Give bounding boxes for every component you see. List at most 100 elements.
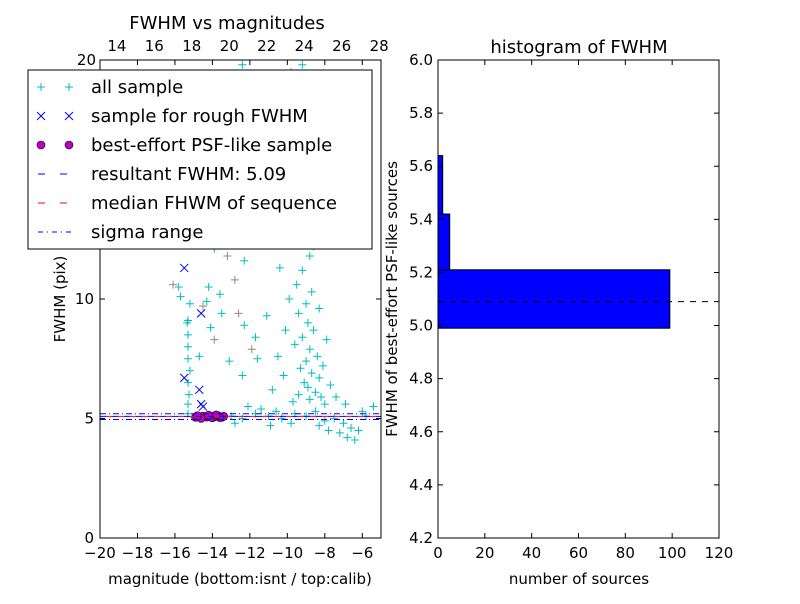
all-sample-point (347, 424, 356, 433)
all-sample-point (302, 357, 311, 366)
all-sample-point (318, 361, 327, 370)
all-sample-point (287, 419, 296, 428)
all-sample-point (215, 290, 224, 299)
top-xtick-label: 22 (257, 37, 276, 55)
all-sample-point (253, 354, 262, 363)
all-sample-point (350, 436, 359, 445)
left-xtick-label: −14 (197, 544, 229, 562)
all-sample-point (332, 392, 341, 401)
top-xtick-label: 26 (332, 37, 351, 55)
gray-sample-point (230, 275, 239, 284)
top-xtick-label: 24 (295, 37, 314, 55)
all-sample-point (288, 397, 297, 406)
rough-sample-point (179, 373, 189, 383)
all-sample-point (311, 388, 320, 397)
all-sample-point (313, 352, 322, 361)
all-sample-point (238, 371, 247, 380)
all-sample-point (230, 419, 239, 428)
gray-sample-point (234, 309, 243, 318)
all-sample-point (275, 263, 284, 272)
rough-sample-point (196, 308, 206, 318)
all-sample-point (302, 299, 311, 308)
right-title: histogram of FWHM (490, 37, 667, 58)
left-ylabel: FWHM (pix) (51, 256, 69, 343)
all-sample-point (285, 295, 294, 303)
right-ytick-label: 6.0 (409, 51, 433, 69)
all-sample-point (292, 280, 301, 289)
all-sample-point (343, 433, 352, 442)
gray-sample-point (199, 302, 208, 311)
all-sample-point (206, 323, 215, 332)
all-sample-point (279, 371, 288, 380)
all-sample-point (272, 407, 281, 416)
all-sample-point (217, 309, 226, 318)
right-ytick-label: 5.0 (409, 317, 433, 335)
all-sample-point (238, 414, 247, 423)
all-sample-point (300, 378, 309, 387)
right-ytick-label: 4.2 (409, 529, 433, 547)
right-ytick-label: 5.2 (409, 263, 433, 281)
all-sample-point (176, 292, 185, 301)
all-sample-point (335, 428, 344, 437)
right-xtick-label: 0 (433, 544, 443, 562)
left-xtick-label: −12 (234, 544, 266, 562)
all-sample-point (185, 299, 194, 308)
legend-median: median FHWM of sequence (91, 193, 337, 214)
legend-all-marker (37, 83, 45, 91)
all-sample-point (277, 414, 286, 423)
left-ytick-label: 5 (84, 410, 94, 428)
all-sample-point (330, 414, 339, 423)
all-sample-point (322, 335, 331, 344)
gray-sample-point (247, 345, 256, 354)
top-xtick-label: 28 (370, 37, 389, 55)
legend: all sample sample for rough FWHM best-ef… (27, 69, 373, 250)
right-ytick-label: 4.8 (409, 370, 433, 388)
all-sample-point (184, 390, 193, 399)
all-sample-point (305, 345, 314, 354)
gray-sample-point (223, 251, 232, 260)
right-xlabel: number of sources (509, 570, 649, 588)
all-sample-point (303, 383, 312, 392)
all-sample-point (324, 426, 333, 435)
legend-box (27, 69, 373, 250)
all-sample-point (225, 357, 234, 366)
all-sample-point (257, 404, 266, 413)
all-sample-point (339, 419, 348, 428)
legend-all-marker (65, 83, 73, 91)
left-xtick-label: −10 (272, 544, 304, 562)
all-sample-point (262, 311, 271, 320)
all-sample-point (315, 373, 324, 382)
all-sample-point (317, 392, 326, 401)
all-sample-point (202, 297, 211, 306)
top-corner-label: 20 (77, 51, 96, 69)
right-xtick-label: 60 (569, 544, 588, 562)
all-sample-point (320, 400, 329, 409)
all-sample-point (341, 400, 350, 409)
right-ylabel: FWHM of best-effort PSF-like sources (383, 161, 401, 437)
gray-sample-point (210, 335, 219, 344)
right-xtick-label: 40 (522, 544, 541, 562)
all-sample-point (266, 421, 275, 430)
all-sample-point (184, 316, 193, 325)
all-sample-point (251, 333, 260, 342)
all-sample-point (184, 354, 193, 363)
all-sample-point (184, 330, 193, 339)
left-ytick-label: 0 (84, 529, 94, 547)
all-sample-point (326, 381, 335, 390)
all-sample-point (305, 395, 314, 404)
psf-sample-point (193, 411, 202, 420)
left-xtick-label: −18 (122, 544, 154, 562)
left-xtick-label: −8 (314, 544, 336, 562)
top-xtick-label: 16 (145, 37, 164, 55)
all-sample-point (294, 390, 303, 399)
all-sample-point (238, 60, 247, 69)
rough-sample-point (194, 385, 204, 395)
all-sample-point (184, 342, 193, 351)
left-xlabel: magnitude (bottom:isnt / top:calib) (108, 570, 372, 588)
legend-rough-marker (64, 111, 74, 121)
all-sample-point (290, 340, 299, 349)
rough-sample-point (198, 402, 208, 411)
left-xtick-label: −20 (84, 544, 116, 562)
all-sample-point (309, 326, 318, 335)
